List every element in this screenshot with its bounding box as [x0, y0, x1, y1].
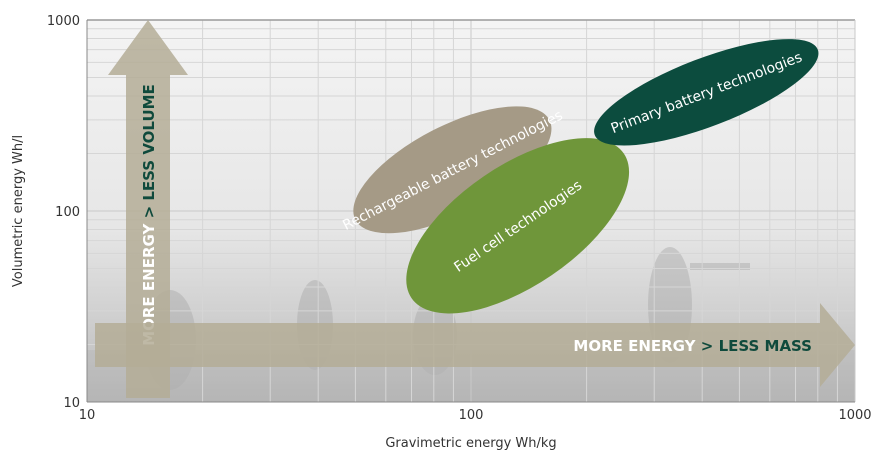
horizontal-arrow-label: MORE ENERGY > LESS MASS	[573, 337, 812, 355]
y-tick-label: 10	[63, 396, 80, 411]
x-tick-label: 10	[79, 408, 96, 423]
arrow-text-part: >	[140, 201, 158, 219]
x-tick-label: 100	[459, 408, 484, 423]
y-tick-label: 1000	[47, 14, 80, 29]
x-tick-label: 1000	[838, 408, 871, 423]
arrow-text-part: LESS MASS	[719, 337, 812, 355]
arrow-text-part: >	[701, 337, 719, 355]
vertical-arrow-label: MORE ENERGY > LESS VOLUME	[140, 84, 158, 346]
y-tick-label: 100	[55, 205, 80, 220]
x-axis-title: Gravimetric energy Wh/kg	[385, 436, 556, 451]
x-tick-labels: 10 100 1000	[79, 408, 872, 423]
arrow-text-part: LESS VOLUME	[140, 84, 158, 200]
arrow-text-part: MORE ENERGY	[573, 337, 700, 355]
y-tick-labels: 10 100 1000	[47, 14, 80, 411]
y-axis-title: Volumetric energy Wh/l	[11, 135, 26, 287]
